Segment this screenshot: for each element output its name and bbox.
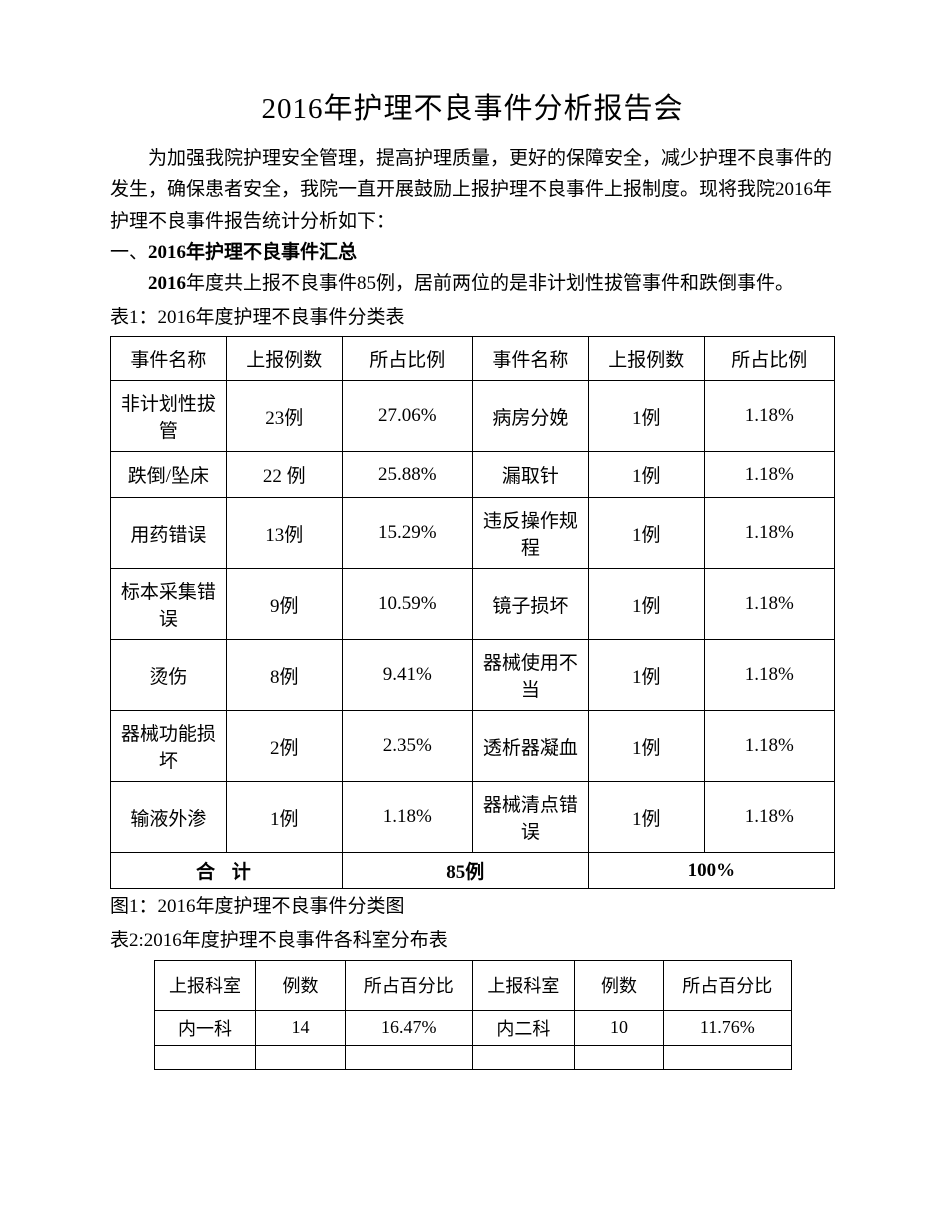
table-1-header: 事件名称 xyxy=(111,337,227,381)
section-1-summary: 2016年度共上报不良事件85例，居前两位的是非计划性拔管事件和跌倒事件。 xyxy=(110,268,835,299)
table-1-row: 非计划性拔管23例27.06%病房分娩1例1.18% xyxy=(111,381,835,452)
table-1-header: 上报例数 xyxy=(226,337,342,381)
table-1-row: 输液外渗1例1.18%器械清点错误1例1.18% xyxy=(111,782,835,853)
table-1-cell: 违反操作规程 xyxy=(472,498,588,569)
table-1-cell: 1.18% xyxy=(704,381,834,452)
table-1: 事件名称 上报例数 所占比例 事件名称 上报例数 所占比例 非计划性拔管23例2… xyxy=(110,336,835,889)
table-1-total-label: 合 计 xyxy=(111,853,343,889)
table-1-header: 所占比例 xyxy=(704,337,834,381)
table-2-cell xyxy=(345,1045,472,1069)
table-1-cell: 1.18% xyxy=(704,640,834,711)
table-2-header: 所占百分比 xyxy=(664,960,791,1010)
table-2-header: 上报科室 xyxy=(154,960,256,1010)
table-1-header: 上报例数 xyxy=(588,337,704,381)
table-1-row: 烫伤8例9.41%器械使用不当1例1.18% xyxy=(111,640,835,711)
table-1-cell: 25.88% xyxy=(342,452,472,498)
table-1-cell: 输液外渗 xyxy=(111,782,227,853)
table-1-cell: 1例 xyxy=(588,711,704,782)
table-1-cell: 1.18% xyxy=(704,498,834,569)
figure-1-caption: 图1：2016年度护理不良事件分类图 xyxy=(110,891,835,923)
table-1-cell: 标本采集错误 xyxy=(111,569,227,640)
table-1-cell: 2.35% xyxy=(342,711,472,782)
table-1-cell: 9例 xyxy=(226,569,342,640)
table-2-header: 所占百分比 xyxy=(345,960,472,1010)
table-2-cell: 内二科 xyxy=(472,1010,574,1045)
table-1-cell: 1例 xyxy=(588,569,704,640)
page-title: 2016年护理不良事件分析报告会 xyxy=(110,85,835,127)
table-2-header: 例数 xyxy=(256,960,345,1010)
table-1-cell: 器械功能损坏 xyxy=(111,711,227,782)
table-1-cell: 透析器凝血 xyxy=(472,711,588,782)
table-2-header: 上报科室 xyxy=(472,960,574,1010)
table-2-header-row: 上报科室 例数 所占百分比 上报科室 例数 所占百分比 xyxy=(154,960,791,1010)
table-1-cell: 1例 xyxy=(588,782,704,853)
table-2-cell xyxy=(574,1045,663,1069)
table-1-cell: 病房分娩 xyxy=(472,381,588,452)
table-1-cell: 漏取针 xyxy=(472,452,588,498)
table-1-cell: 15.29% xyxy=(342,498,472,569)
table-1-cell: 器械清点错误 xyxy=(472,782,588,853)
table-1-cell: 器械使用不当 xyxy=(472,640,588,711)
table-1-cell: 10.59% xyxy=(342,569,472,640)
table-1-caption: 表1：2016年度护理不良事件分类表 xyxy=(110,302,835,334)
table-2-cell: 16.47% xyxy=(345,1010,472,1045)
table-1-cell: 烫伤 xyxy=(111,640,227,711)
table-1-cell: 1.18% xyxy=(342,782,472,853)
table-1-cell: 1例 xyxy=(588,498,704,569)
table-1-cell: 13例 xyxy=(226,498,342,569)
table-1-cell: 1.18% xyxy=(704,452,834,498)
table-2-cell: 14 xyxy=(256,1010,345,1045)
table-1-cell: 23例 xyxy=(226,381,342,452)
table-2-row-empty xyxy=(154,1045,791,1069)
table-1-row: 器械功能损坏2例2.35%透析器凝血1例1.18% xyxy=(111,711,835,782)
table-1-cell: 镜子损坏 xyxy=(472,569,588,640)
table-1-cell: 1例 xyxy=(588,381,704,452)
table-2-cell xyxy=(664,1045,791,1069)
table-1-header-row: 事件名称 上报例数 所占比例 事件名称 上报例数 所占比例 xyxy=(111,337,835,381)
table-1-cell: 1例 xyxy=(226,782,342,853)
table-1-cell: 27.06% xyxy=(342,381,472,452)
table-1-cell: 1.18% xyxy=(704,569,834,640)
table-1-cell: 22 例 xyxy=(226,452,342,498)
table-1-cell: 用药错误 xyxy=(111,498,227,569)
table-1-cell: 1例 xyxy=(588,452,704,498)
table-2-cell xyxy=(154,1045,256,1069)
table-2: 上报科室 例数 所占百分比 上报科室 例数 所占百分比 内一科 14 16.47… xyxy=(154,960,792,1070)
table-2-caption: 表2:2016年度护理不良事件各科室分布表 xyxy=(110,925,835,957)
table-1-total-row: 合 计 85例 100% xyxy=(111,853,835,889)
section-1-prefix: 一、 xyxy=(110,242,148,263)
table-1-row: 跌倒/坠床22 例25.88%漏取针1例1.18% xyxy=(111,452,835,498)
table-2-cell: 11.76% xyxy=(664,1010,791,1045)
table-1-header: 所占比例 xyxy=(342,337,472,381)
table-1-cell: 9.41% xyxy=(342,640,472,711)
table-2-cell xyxy=(256,1045,345,1069)
table-2-cell: 内一科 xyxy=(154,1010,256,1045)
table-1-row: 用药错误13例15.29%违反操作规程1例1.18% xyxy=(111,498,835,569)
section-1-title: 2016年护理不良事件汇总 xyxy=(148,242,357,263)
table-1-header: 事件名称 xyxy=(472,337,588,381)
table-1-row: 标本采集错误9例10.59%镜子损坏1例1.18% xyxy=(111,569,835,640)
table-1-cell: 1.18% xyxy=(704,782,834,853)
table-1-cell: 2例 xyxy=(226,711,342,782)
table-2-cell xyxy=(472,1045,574,1069)
intro-paragraph: 为加强我院护理安全管理，提高护理质量，更好的保障安全，减少护理不良事件的发生，确… xyxy=(110,143,835,237)
table-1-total-pct: 100% xyxy=(588,853,834,889)
table-2-row: 内一科 14 16.47% 内二科 10 11.76% xyxy=(154,1010,791,1045)
table-1-cell: 跌倒/坠床 xyxy=(111,452,227,498)
table-1-total-count: 85例 xyxy=(342,853,588,889)
table-1-cell: 非计划性拔管 xyxy=(111,381,227,452)
section-1-heading: 一、2016年护理不良事件汇总 xyxy=(110,237,835,268)
table-2-header: 例数 xyxy=(574,960,663,1010)
summary-text: 年度共上报不良事件85例，居前两位的是非计划性拔管事件和跌倒事件。 xyxy=(186,273,794,294)
table-1-cell: 1例 xyxy=(588,640,704,711)
summary-year: 2016 xyxy=(148,273,186,294)
table-1-cell: 1.18% xyxy=(704,711,834,782)
table-1-cell: 8例 xyxy=(226,640,342,711)
table-2-cell: 10 xyxy=(574,1010,663,1045)
